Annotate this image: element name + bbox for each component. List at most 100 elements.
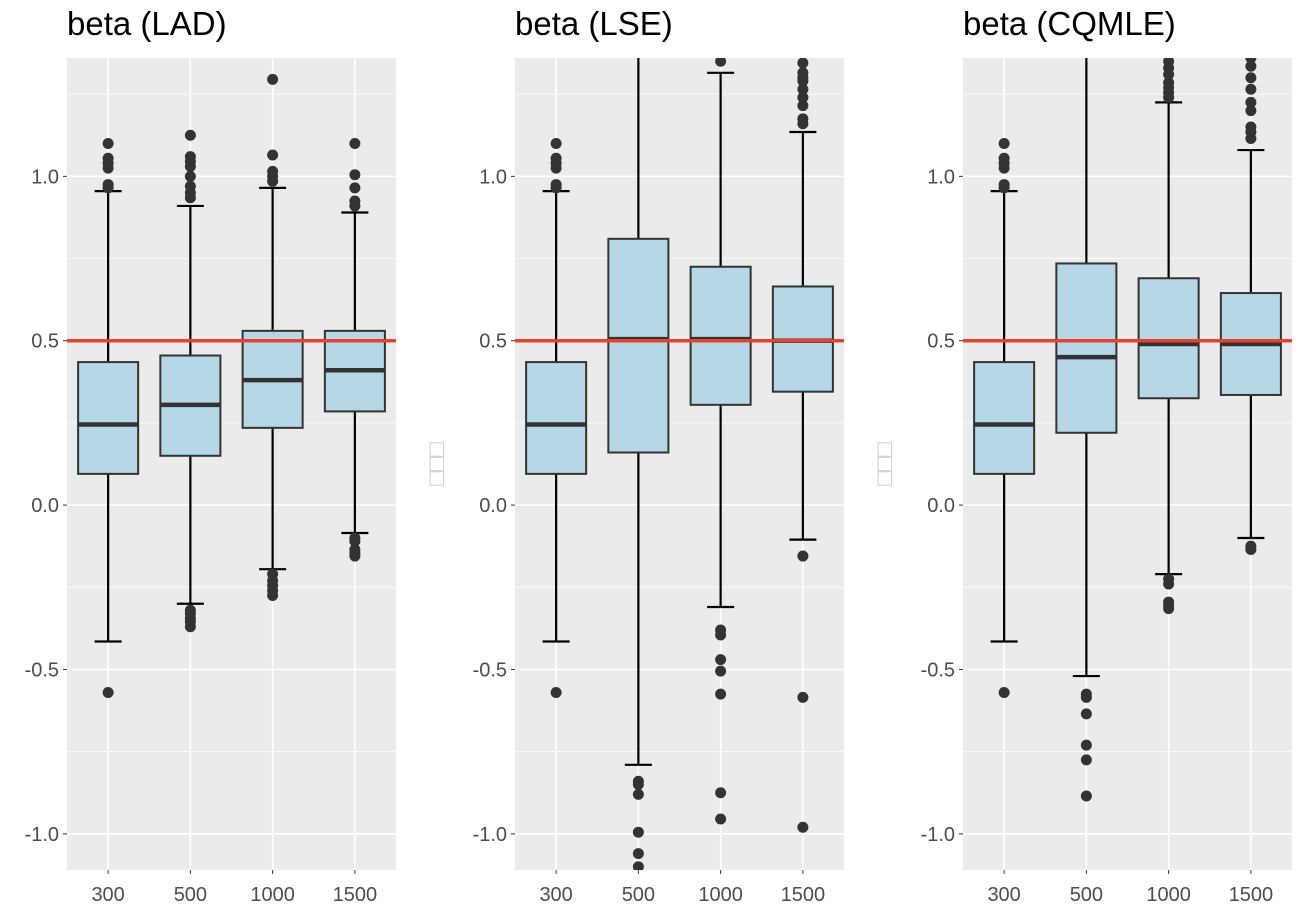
outlier-point: [1163, 77, 1175, 89]
outlier-point: [998, 137, 1010, 149]
outlier-point: [102, 179, 114, 191]
y-axis-label: □□□: [423, 442, 450, 486]
outlier-point: [1245, 105, 1257, 117]
y-tick-label: -0.5: [25, 659, 59, 681]
y-tick-label: 1.0: [479, 166, 507, 188]
outlier-point: [1163, 596, 1175, 608]
plot-area: [515, 58, 844, 870]
plot-area: [963, 58, 1292, 870]
outlier-point: [1245, 83, 1257, 95]
box-iqr: [1137, 277, 1200, 400]
outlier-point: [184, 151, 196, 163]
outlier-point: [1080, 754, 1092, 766]
y-tick-label: 0.5: [31, 331, 59, 353]
panel-title: beta (LAD): [67, 5, 227, 42]
x-tick-label: 500: [174, 884, 207, 906]
y-tick-label: -0.5: [921, 659, 955, 681]
outlier-point: [1245, 58, 1257, 64]
x-tick-label: 500: [1070, 884, 1103, 906]
y-tick-label: 1.0: [927, 166, 955, 188]
outlier-point: [184, 170, 196, 182]
outlier-point: [797, 100, 809, 112]
outlier-point: [550, 152, 562, 164]
y-tick-label: 0.0: [31, 495, 59, 517]
outlier-point: [1245, 60, 1257, 72]
outlier-point: [349, 195, 361, 207]
outlier-point: [1080, 688, 1092, 700]
y-tick-label: 0.5: [927, 331, 955, 353]
outlier-point: [797, 91, 809, 103]
plot-area: [67, 58, 396, 870]
outlier-point: [632, 861, 644, 870]
panel-title: beta (CQMLE): [963, 5, 1176, 42]
outlier-point: [1245, 121, 1257, 133]
outlier-point: [797, 58, 809, 69]
box-iqr: [77, 361, 140, 475]
outlier-point: [184, 129, 196, 141]
outlier-point: [632, 826, 644, 838]
x-tick-label: 1000: [698, 884, 743, 906]
panel-beta-lse: beta (LSE) □□□ -1.0 -0.5 0.0 0.5 1.0 300 500 10…: [423, 5, 844, 906]
outlier-point: [632, 848, 644, 860]
outlier-point: [797, 67, 809, 79]
outlier-point: [102, 152, 114, 164]
outlier-point: [715, 665, 727, 677]
outlier-point: [797, 113, 809, 125]
x-tick-label: 500: [622, 884, 655, 906]
outlier-point: [550, 137, 562, 149]
y-tick-label: -1.0: [473, 824, 507, 846]
box-iqr: [973, 361, 1036, 475]
y-tick-label: -0.5: [473, 659, 507, 681]
outlier-point: [715, 58, 727, 67]
outlier-point: [349, 543, 361, 555]
y-tick-label: 0.0: [927, 495, 955, 517]
outlier-point: [1163, 58, 1175, 67]
x-tick-label: 300: [91, 884, 124, 906]
outlier-point: [349, 169, 361, 181]
y-tick-label: -1.0: [25, 824, 59, 846]
outlier-point: [184, 604, 196, 616]
outlier-point: [184, 180, 196, 192]
outlier-point: [550, 686, 562, 698]
outlier-point: [797, 821, 809, 833]
y-tick-label: 0.5: [479, 331, 507, 353]
box-iqr: [525, 361, 588, 475]
x-tick-label: 1500: [333, 884, 378, 906]
y-tick-label: 0.0: [479, 495, 507, 517]
x-tick-label: 1000: [1146, 884, 1191, 906]
outlier-point: [797, 83, 809, 95]
outlier-point: [102, 137, 114, 149]
outlier-point: [797, 691, 809, 703]
outlier-point: [267, 73, 279, 85]
x-tick-label: 1500: [1229, 884, 1274, 906]
panel-beta-lad: beta (LAD) -1.0 -0.5 0.0 0.5 1.0 300 500 1000 15…: [25, 5, 396, 906]
x-tick-label: 300: [539, 884, 572, 906]
x-tick-label: 1000: [250, 884, 295, 906]
outlier-point: [715, 624, 727, 636]
outlier-point: [267, 165, 279, 177]
outlier-point: [998, 179, 1010, 191]
outlier-point: [715, 654, 727, 666]
outlier-point: [998, 152, 1010, 164]
outlier-point: [267, 568, 279, 580]
outlier-point: [632, 775, 644, 787]
box-iqr: [607, 237, 670, 454]
box-iqr: [1055, 262, 1118, 434]
outlier-point: [632, 788, 644, 800]
panel-beta-cqmle: beta (CQMLE) □□□ -1.0 -0.5 0.0 0.5 1.0 300 500…: [871, 5, 1292, 906]
outlier-point: [349, 182, 361, 194]
outlier-point: [1245, 540, 1257, 552]
panel-title: beta (LSE): [515, 5, 673, 42]
outlier-point: [102, 686, 114, 698]
outlier-point: [550, 179, 562, 191]
outlier-point: [715, 813, 727, 825]
outlier-point: [1080, 790, 1092, 802]
outlier-point: [349, 137, 361, 149]
outlier-point: [998, 686, 1010, 698]
outlier-point: [1245, 96, 1257, 108]
y-axis-label: □□□: [871, 442, 898, 486]
box-iqr: [689, 265, 752, 406]
outlier-point: [349, 532, 361, 544]
outlier-point: [267, 149, 279, 161]
